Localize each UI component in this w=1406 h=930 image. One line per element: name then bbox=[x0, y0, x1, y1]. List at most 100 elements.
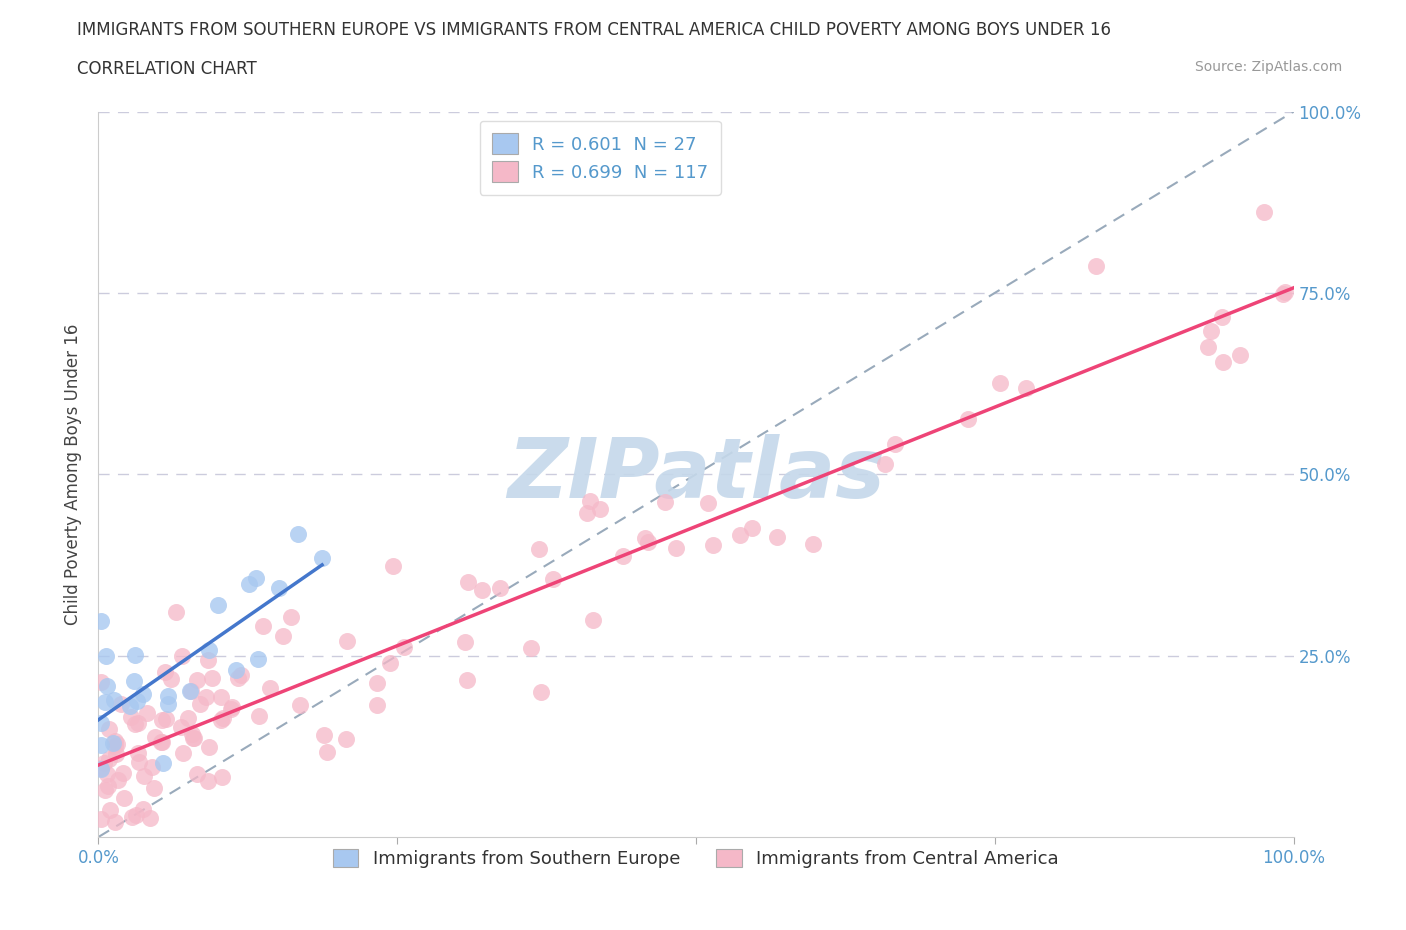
Point bbox=[197, 773, 219, 788]
Point bbox=[101, 735, 124, 750]
Point bbox=[470, 583, 492, 598]
Point bbox=[97, 778, 120, 793]
Point bbox=[366, 675, 388, 690]
Point bbox=[702, 538, 724, 552]
Point bbox=[229, 668, 252, 683]
Point bbox=[170, 720, 193, 735]
Point bbox=[238, 577, 260, 591]
Point bbox=[247, 709, 270, 724]
Point bbox=[194, 689, 217, 704]
Point bbox=[132, 802, 155, 817]
Point bbox=[453, 634, 475, 649]
Point bbox=[110, 697, 132, 711]
Text: ZIPatlas: ZIPatlas bbox=[508, 433, 884, 515]
Point bbox=[873, 457, 896, 472]
Point bbox=[160, 671, 183, 686]
Point bbox=[335, 732, 357, 747]
Point bbox=[105, 747, 128, 762]
Point bbox=[152, 712, 174, 727]
Point bbox=[94, 695, 117, 710]
Point bbox=[97, 722, 120, 737]
Point bbox=[311, 551, 333, 565]
Point bbox=[252, 618, 274, 633]
Point bbox=[990, 376, 1012, 391]
Point bbox=[172, 745, 194, 760]
Point bbox=[1274, 285, 1296, 299]
Point bbox=[665, 540, 688, 555]
Point bbox=[579, 493, 602, 508]
Point bbox=[112, 790, 135, 805]
Point bbox=[90, 812, 112, 827]
Point bbox=[181, 727, 204, 742]
Point bbox=[105, 737, 128, 751]
Point bbox=[225, 662, 247, 677]
Point bbox=[143, 780, 166, 795]
Point bbox=[1015, 381, 1038, 396]
Point bbox=[287, 527, 309, 542]
Point bbox=[139, 810, 162, 825]
Point bbox=[1085, 259, 1108, 273]
Point bbox=[127, 716, 149, 731]
Point bbox=[541, 571, 564, 586]
Point bbox=[97, 751, 120, 766]
Point bbox=[132, 687, 155, 702]
Legend: Immigrants from Southern Europe, Immigrants from Central America: Immigrants from Southern Europe, Immigra… bbox=[326, 842, 1066, 875]
Point bbox=[588, 502, 610, 517]
Point bbox=[104, 815, 127, 830]
Point bbox=[90, 614, 112, 629]
Point bbox=[381, 558, 404, 573]
Point bbox=[245, 570, 267, 585]
Point bbox=[120, 710, 142, 724]
Point bbox=[221, 699, 243, 714]
Point bbox=[312, 727, 335, 742]
Point bbox=[104, 734, 127, 749]
Point bbox=[122, 673, 145, 688]
Point bbox=[271, 629, 294, 644]
Point bbox=[96, 648, 118, 663]
Point bbox=[1253, 205, 1275, 219]
Point bbox=[121, 810, 143, 825]
Point bbox=[267, 580, 290, 595]
Point bbox=[198, 739, 221, 754]
Point bbox=[456, 673, 478, 688]
Text: IMMIGRANTS FROM SOUTHERN EUROPE VS IMMIGRANTS FROM CENTRAL AMERICA CHILD POVERTY: IMMIGRANTS FROM SOUTHERN EUROPE VS IMMIG… bbox=[77, 21, 1111, 39]
Point bbox=[150, 735, 173, 750]
Point bbox=[392, 640, 415, 655]
Point bbox=[150, 735, 173, 750]
Point bbox=[90, 738, 112, 753]
Text: Source: ZipAtlas.com: Source: ZipAtlas.com bbox=[1195, 60, 1343, 74]
Text: CORRELATION CHART: CORRELATION CHART bbox=[77, 60, 257, 78]
Point bbox=[378, 656, 401, 671]
Point bbox=[198, 643, 221, 658]
Point bbox=[316, 745, 339, 760]
Point bbox=[226, 671, 249, 685]
Point bbox=[201, 671, 224, 685]
Point bbox=[612, 549, 634, 564]
Point bbox=[186, 672, 208, 687]
Point bbox=[188, 698, 211, 712]
Point bbox=[96, 767, 118, 782]
Point bbox=[90, 761, 112, 776]
Point bbox=[1212, 354, 1234, 369]
Point bbox=[135, 706, 157, 721]
Point bbox=[90, 762, 112, 777]
Point bbox=[221, 701, 243, 716]
Point bbox=[93, 756, 115, 771]
Point bbox=[181, 730, 204, 745]
Point bbox=[366, 698, 388, 712]
Point bbox=[1229, 347, 1251, 362]
Point bbox=[124, 647, 146, 662]
Point bbox=[107, 773, 129, 788]
Point bbox=[141, 760, 163, 775]
Point bbox=[582, 613, 605, 628]
Point bbox=[529, 684, 551, 699]
Point bbox=[212, 711, 235, 725]
Point bbox=[259, 680, 281, 695]
Point bbox=[165, 604, 187, 619]
Point bbox=[741, 520, 763, 535]
Point bbox=[280, 610, 302, 625]
Point bbox=[157, 697, 180, 711]
Point bbox=[134, 768, 156, 783]
Point bbox=[120, 698, 142, 713]
Point bbox=[128, 754, 150, 769]
